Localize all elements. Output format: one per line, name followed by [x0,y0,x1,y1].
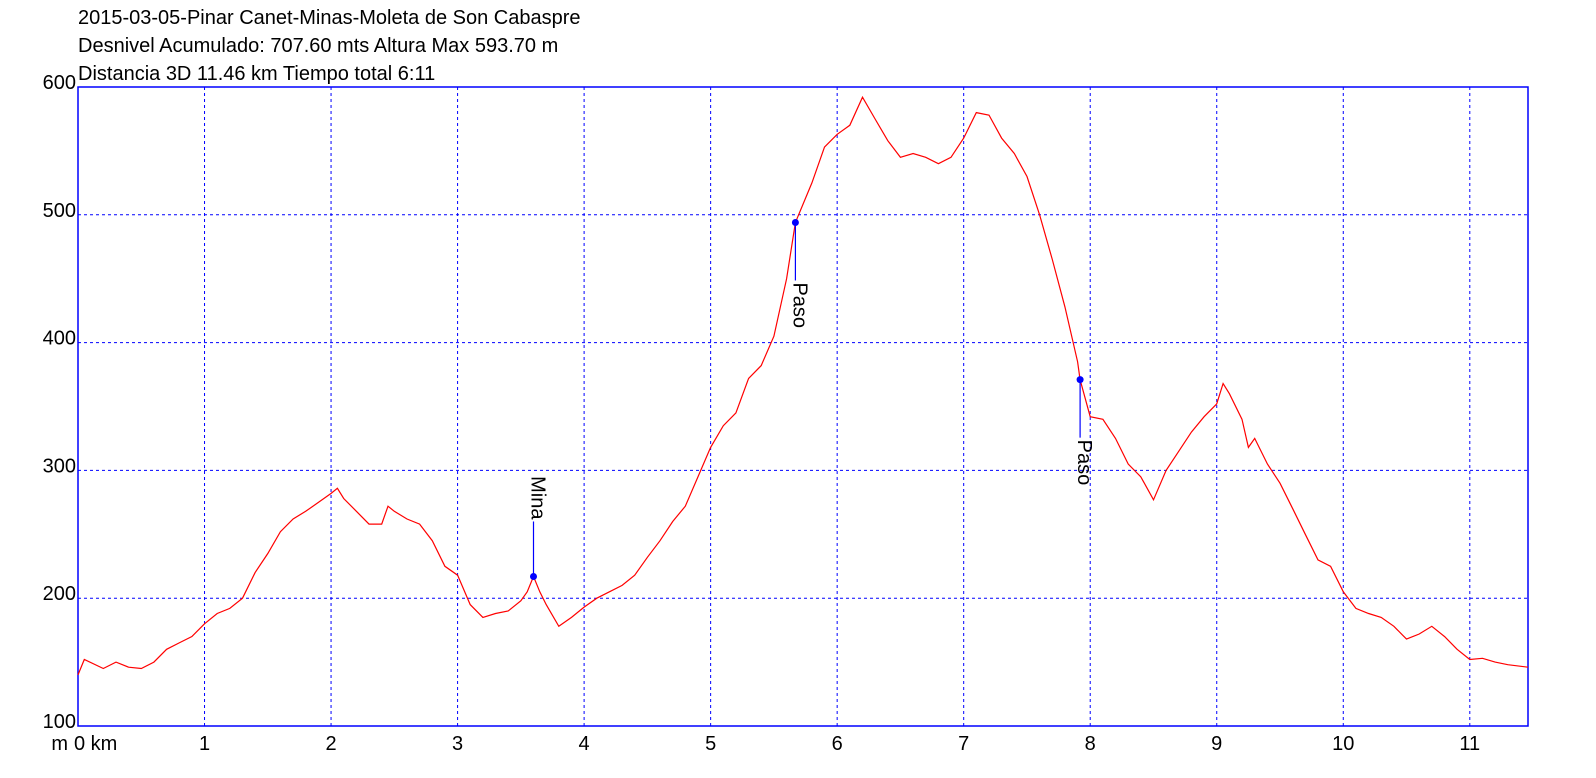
x-tick-label: 5 [705,733,716,755]
y-tick-label: 400 [43,328,76,350]
x-tick-label: 10 [1332,733,1354,755]
annotation-label: Paso [788,282,810,328]
x-tick-label: 6 [832,733,843,755]
title-line: Distancia 3D 11.46 km Tiempo total 6:11 [78,63,435,85]
elevation-line [77,95,1529,676]
annotation-point [529,572,537,580]
annotation-label: Mina [526,476,548,520]
x-tick-label: 0 km [74,733,117,755]
x-tick-label: 7 [958,733,969,755]
y-tick-label: 100 [43,711,76,733]
y-tick-label: 300 [43,455,76,477]
x-tick-label: 3 [452,733,463,755]
annotation-label: Paso [1073,440,1095,486]
x-tick-label: 9 [1211,733,1222,755]
annotation-point [791,218,799,226]
x-tick-label: 4 [579,733,590,755]
plot-frame [77,86,1529,727]
y-tick-label: 200 [43,583,76,605]
annotation-point [1076,376,1084,384]
x-tick-label: 1 [199,733,210,755]
x-tick-label: 11 [1459,733,1480,755]
y-tick-label: 500 [43,200,76,222]
y-tick-label: 600 [43,72,76,94]
y-unit: m [51,733,68,755]
title-line: Desnivel Acumulado: 707.60 mts Altura Ma… [78,35,558,57]
x-tick-label: 8 [1085,733,1096,755]
title-line: 2015-03-05-Pinar Canet-Minas-Moleta de S… [78,7,581,29]
x-tick-label: 2 [325,733,336,755]
